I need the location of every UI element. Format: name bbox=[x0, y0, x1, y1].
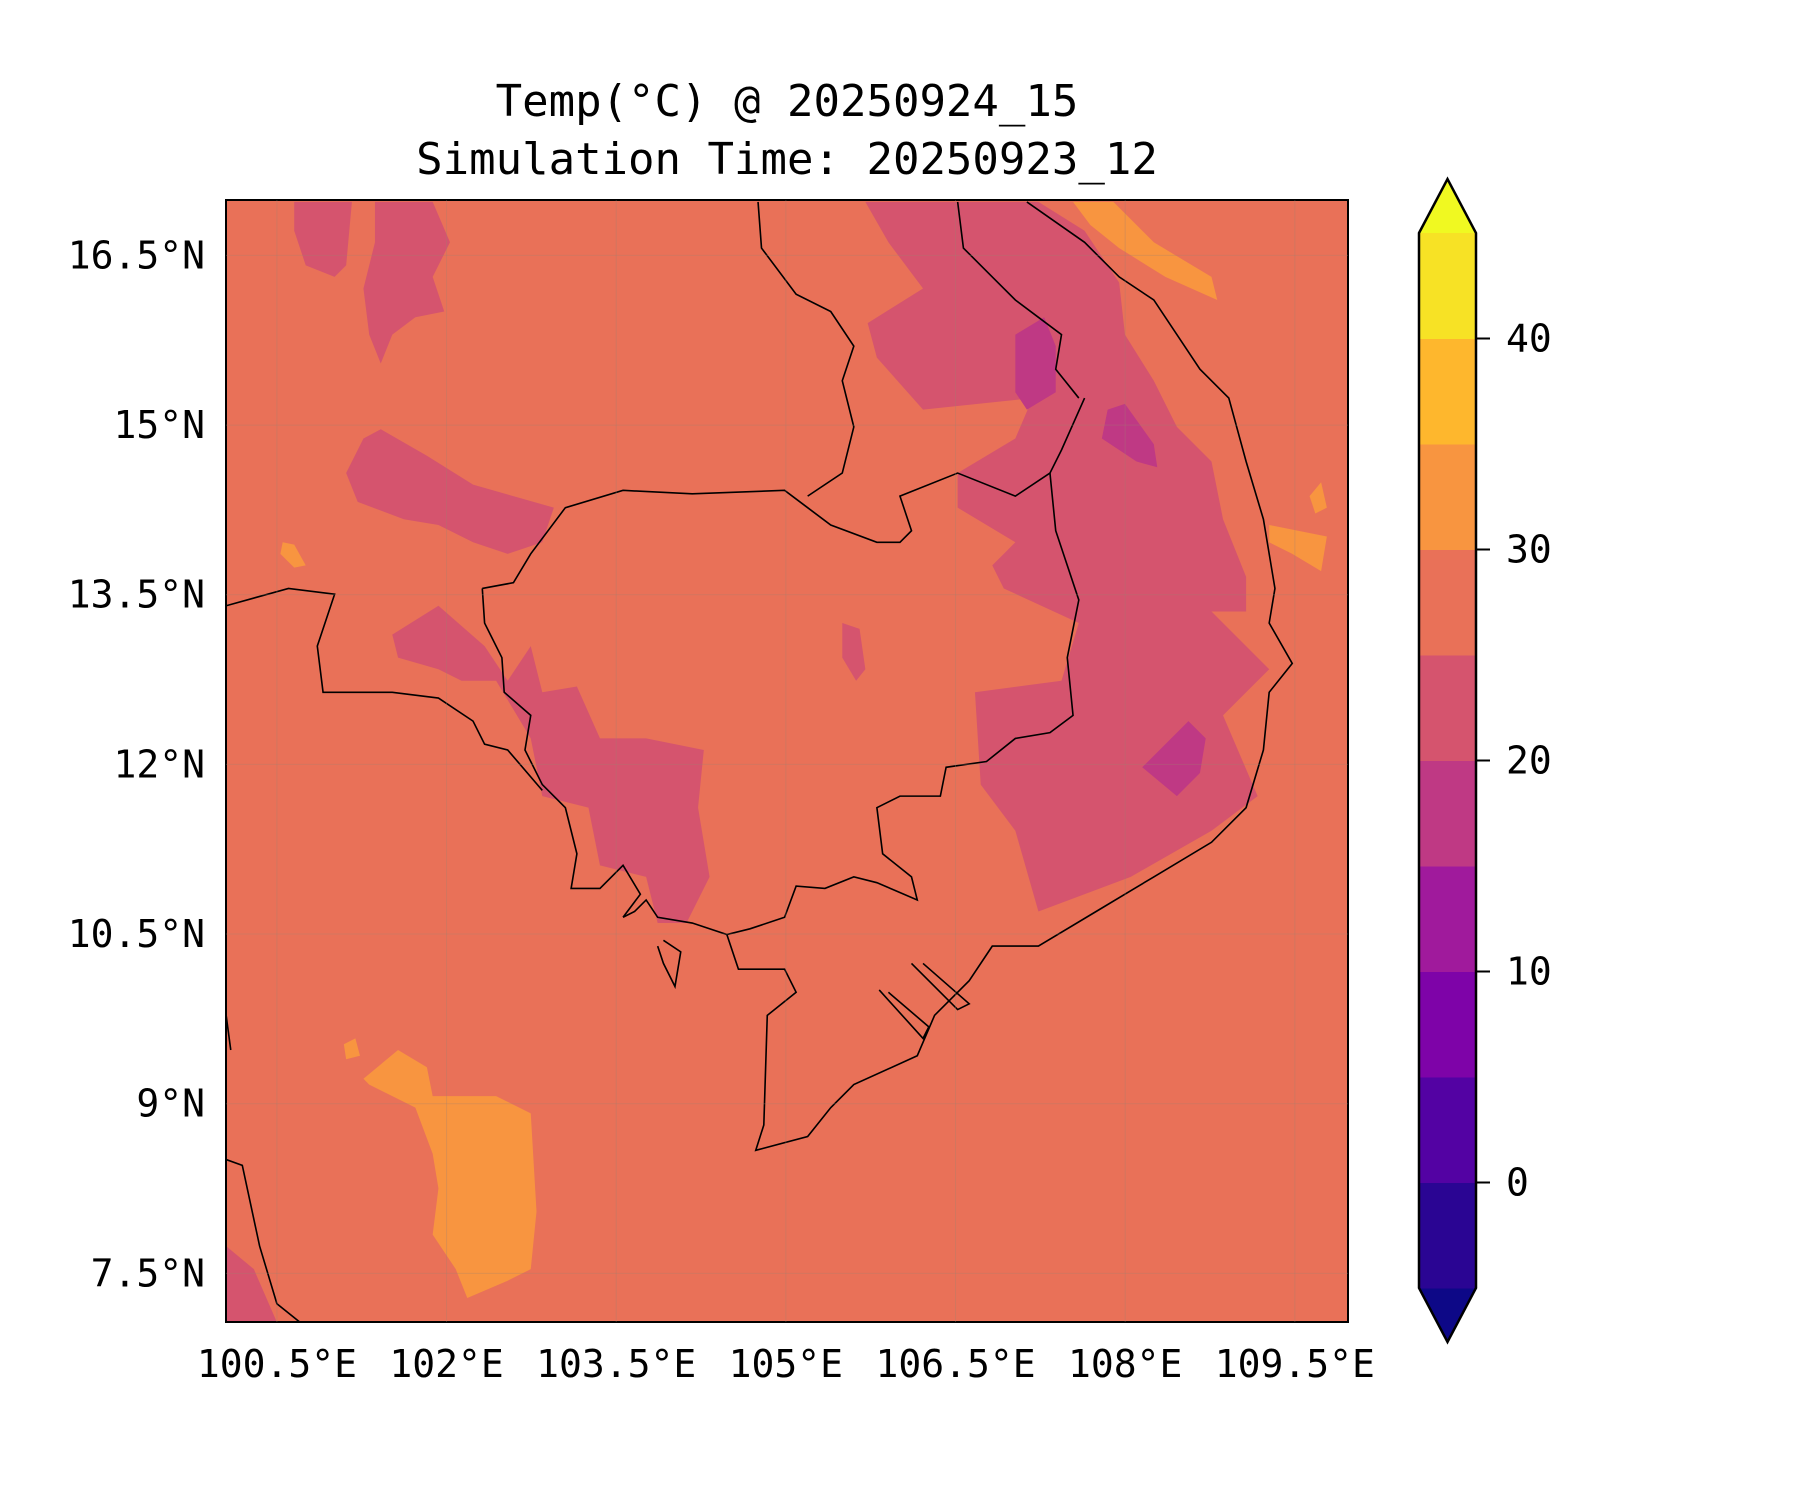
colorbar-band bbox=[1419, 866, 1476, 972]
colorbar: 0 10 20 30 40 bbox=[1417, 176, 1552, 1345]
colorbar-band bbox=[1419, 760, 1476, 867]
lon-tick-label: 108°E bbox=[1068, 1342, 1182, 1386]
colorbar-tick-label: 20 bbox=[1506, 739, 1552, 783]
colorbar-tick-label: 0 bbox=[1506, 1161, 1529, 1205]
lat-tick-label: 9°N bbox=[136, 1082, 205, 1126]
colorbar-band bbox=[1419, 338, 1476, 445]
lat-tick-label: 15°N bbox=[113, 403, 205, 447]
colorbar-tick-label: 30 bbox=[1506, 528, 1552, 572]
colorbar-band bbox=[1419, 1182, 1476, 1289]
colorbar-band bbox=[1419, 549, 1476, 656]
lat-tick-label: 16.5°N bbox=[68, 233, 205, 277]
colorbar-band bbox=[1419, 444, 1476, 550]
colorbar-outline bbox=[1417, 176, 1478, 1345]
colorbar-band bbox=[1419, 971, 1476, 1078]
temperature-field-30-35 bbox=[280, 201, 1327, 1299]
lon-tick-label: 109.5°E bbox=[1215, 1342, 1375, 1386]
temperature-field-20-25 bbox=[226, 201, 1270, 1322]
temperature-field-15-20 bbox=[1015, 317, 1206, 797]
map-area bbox=[226, 200, 1348, 1322]
coastlines-borders bbox=[226, 201, 1294, 1322]
plot-title: Temp(°C) @ 20250924_15 bbox=[495, 76, 1079, 127]
map-frame bbox=[225, 199, 1349, 1323]
lat-tick-label: 10.5°N bbox=[68, 912, 205, 956]
colorbar-band bbox=[1419, 655, 1476, 761]
lon-tick-label: 105°E bbox=[729, 1342, 843, 1386]
lon-tick-label: 103.5°E bbox=[536, 1342, 696, 1386]
colorbar-band bbox=[1419, 1077, 1476, 1183]
colorbar-over-extension bbox=[1419, 179, 1476, 233]
colorbar-under-extension bbox=[1419, 1288, 1476, 1342]
colorbar-band bbox=[1419, 233, 1476, 339]
lon-tick-label: 106.5°E bbox=[875, 1342, 1035, 1386]
colorbar-tick-label: 40 bbox=[1506, 317, 1552, 361]
lat-tick-label: 13.5°N bbox=[68, 573, 205, 617]
plot-subtitle: Simulation Time: 20250923_12 bbox=[416, 134, 1158, 185]
colorbar-tick-label: 10 bbox=[1506, 950, 1552, 994]
axis-ticks: 100.5°E 102°E 103.5°E 105°E 106.5°E 108°E 109.… bbox=[68, 200, 1375, 1386]
lat-tick-label: 7.5°N bbox=[91, 1251, 205, 1295]
lat-tick-label: 12°N bbox=[113, 742, 205, 786]
lon-tick-label: 102°E bbox=[389, 1342, 503, 1386]
lon-tick-label: 100.5°E bbox=[197, 1342, 357, 1386]
